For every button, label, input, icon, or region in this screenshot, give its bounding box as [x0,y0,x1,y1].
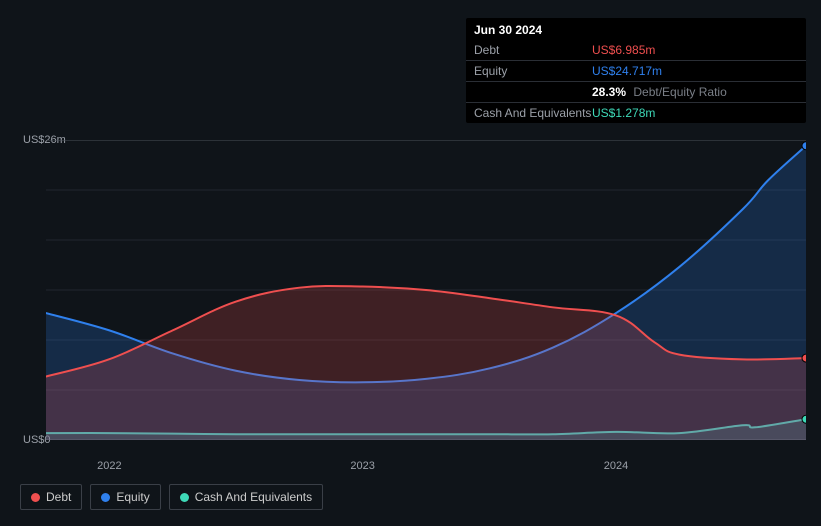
tooltip-value-cash: US$1.278m [592,106,655,120]
circle-icon [31,493,40,502]
legend-item-cash[interactable]: Cash And Equivalents [169,484,323,510]
x-axis-label-2024: 2024 [604,460,628,472]
tooltip-value-debt: US$6.985m [592,43,655,57]
tooltip-row-equity: Equity US$24.717m [466,61,806,82]
tooltip-ratio-value: 28.3% [592,85,626,99]
tooltip-label-debt: Debt [474,43,592,57]
legend-label-debt: Debt [46,490,71,504]
tooltip-label-cash: Cash And Equivalents [474,106,592,120]
tooltip-date: Jun 30 2024 [466,18,806,40]
tooltip-row-debt: Debt US$6.985m [466,40,806,61]
chart-tooltip: Jun 30 2024 Debt US$6.985m Equity US$24.… [466,18,806,123]
chart-area[interactable]: US$26m US$0 2022 2023 2024 Debt Equity C… [16,120,805,510]
tooltip-ratio-label: Debt/Equity Ratio [633,85,726,99]
legend-label-cash: Cash And Equivalents [195,490,312,504]
circle-icon [101,493,110,502]
tooltip-row-ratio: 28.3% Debt/Equity Ratio [466,82,806,103]
tooltip-label-ratio [474,85,592,99]
tooltip-value-equity: US$24.717m [592,64,662,78]
legend-item-equity[interactable]: Equity [90,484,160,510]
chart-legend: Debt Equity Cash And Equivalents [20,484,323,510]
chart-svg [46,140,806,440]
x-axis-label-2022: 2022 [97,460,121,472]
x-axis-label-2023: 2023 [350,460,374,472]
legend-label-equity: Equity [116,490,149,504]
circle-icon [180,493,189,502]
tooltip-label-equity: Equity [474,64,592,78]
legend-item-debt[interactable]: Debt [20,484,82,510]
